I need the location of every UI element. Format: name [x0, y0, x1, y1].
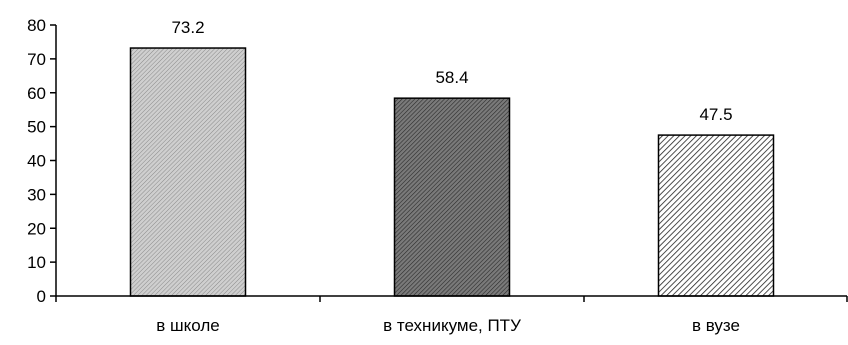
category-label-1: в школе [156, 316, 219, 335]
bars-layer [129, 47, 775, 297]
y-tick-label: 70 [27, 50, 46, 69]
axes-layer [50, 24, 848, 302]
category-label-2: в техникуме, ПТУ [383, 316, 521, 335]
value-label-3: 47.5 [699, 105, 732, 124]
y-tick-label: 50 [27, 118, 46, 137]
y-tick-label: 60 [27, 84, 46, 103]
y-tick-label: 40 [27, 152, 46, 171]
y-tick-label: 0 [37, 287, 46, 306]
bar-1 [129, 47, 247, 297]
labels-layer: 73.2 в школе 58.4 в техникуме, ПТУ 47.5 в вуз… [27, 16, 740, 335]
category-label-3: в вузе [692, 316, 740, 335]
y-tick-label: 80 [27, 16, 46, 35]
bar-3 [657, 134, 775, 297]
y-tick-label: 20 [27, 219, 46, 238]
bar-2 [393, 97, 511, 297]
value-label-2: 58.4 [435, 68, 468, 87]
y-tick-label: 10 [27, 253, 46, 272]
value-label-1: 73.2 [171, 18, 204, 37]
y-tick-label: 30 [27, 185, 46, 204]
